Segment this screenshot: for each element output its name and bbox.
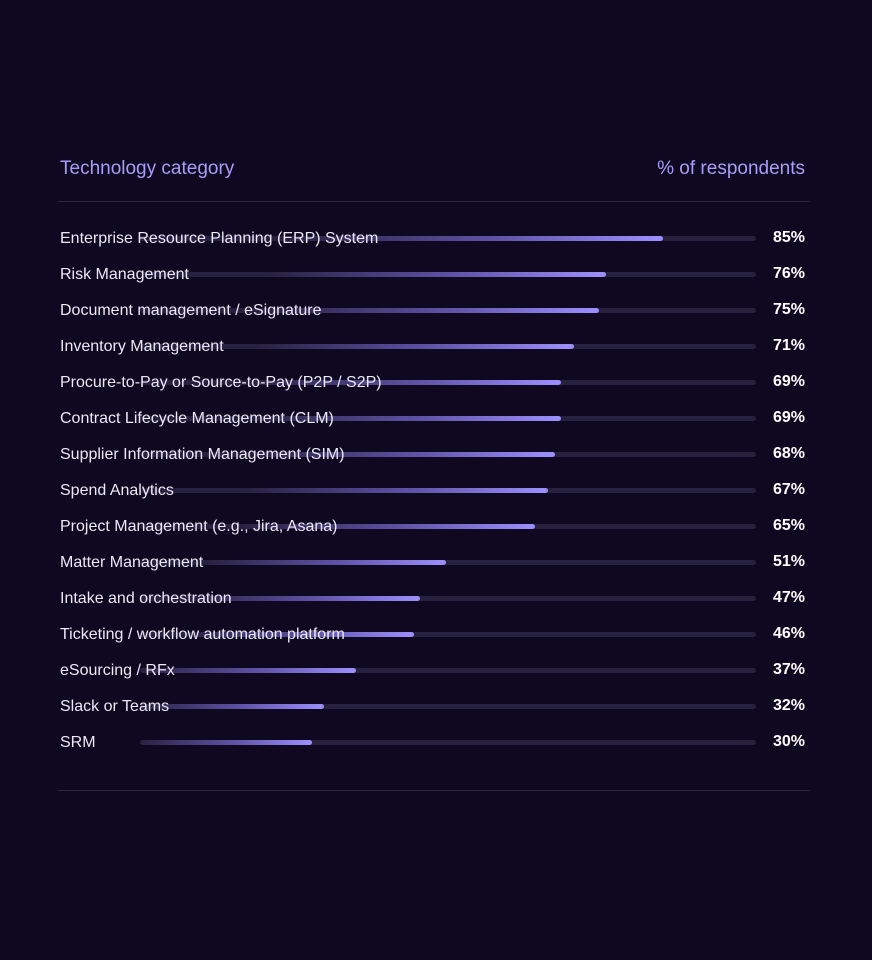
bar <box>140 740 312 745</box>
category-label: Procure-to-Pay or Source-to-Pay (P2P / S… <box>60 374 382 391</box>
bar <box>183 632 414 637</box>
value-label: 76% <box>772 265 805 282</box>
bar <box>264 308 600 313</box>
value-label: 75% <box>772 301 805 318</box>
value-label: 67% <box>772 481 805 498</box>
bar-track <box>140 596 756 601</box>
category-label: Contract Lifecycle Management (CLM) <box>60 410 334 427</box>
bar-row: Inventory Management 71% <box>60 328 812 364</box>
bar-row: Enterprise Resource Planning (ERP) Syste… <box>60 220 812 256</box>
value-label: 85% <box>772 229 805 246</box>
value-label: 71% <box>772 337 805 354</box>
bar-track <box>140 560 756 565</box>
category-label: Intake and orchestration <box>60 590 232 607</box>
bar-row: Contract Lifecycle Management (CLM) 69% <box>60 400 812 436</box>
bar-track <box>140 740 756 745</box>
bar-row: Ticketing / workflow automation platform… <box>60 616 812 652</box>
bar-row: Project Management (e.g., Jira, Asana) 65… <box>60 508 812 544</box>
category-label: Risk Management <box>60 266 189 283</box>
bar <box>140 704 325 709</box>
bar-track <box>140 668 756 673</box>
bar-row: Spend Analytics 67% <box>60 472 812 508</box>
bar <box>289 236 664 241</box>
header-divider <box>58 201 810 202</box>
category-label: Spend Analytics <box>60 482 174 499</box>
bar-track <box>140 632 756 637</box>
bar-row: Document management / eSignature 75% <box>60 292 812 328</box>
category-label: Supplier Information Management (SIM) <box>60 446 345 463</box>
category-label: Ticketing / workflow automation platform <box>60 626 345 643</box>
category-label: SRM <box>60 734 96 751</box>
bar-row: Risk Management 76% <box>60 256 812 292</box>
bar <box>206 560 446 565</box>
bar <box>255 344 574 349</box>
bar <box>245 488 549 493</box>
value-label: 37% <box>772 661 805 678</box>
bar <box>240 524 536 529</box>
bar-row: Procure-to-Pay or Source-to-Pay (P2P / S… <box>60 364 812 400</box>
value-label: 65% <box>772 517 805 534</box>
category-label: Matter Management <box>60 554 204 571</box>
bar <box>140 668 357 673</box>
footer-divider <box>58 790 810 791</box>
value-label: 68% <box>772 445 805 462</box>
category-label: eSourcing / RFx <box>60 662 175 679</box>
bar-row: Matter Management 51% <box>60 544 812 580</box>
bar-track <box>140 704 756 709</box>
bar <box>250 416 561 421</box>
bar <box>250 380 561 385</box>
bar <box>267 272 606 277</box>
category-label: Project Management (e.g., Jira, Asana) <box>60 518 338 535</box>
bar <box>190 596 421 601</box>
bar <box>247 452 555 457</box>
category-label: Slack or Teams <box>60 698 170 715</box>
value-label: 46% <box>772 625 805 642</box>
category-label: Inventory Management <box>60 338 224 355</box>
value-label: 32% <box>772 697 805 714</box>
value-label: 69% <box>772 409 805 426</box>
bar-row: SRM 30% <box>60 724 812 760</box>
value-label: 30% <box>772 733 805 750</box>
bar-row: eSourcing / RFx 37% <box>60 652 812 688</box>
bar-row: Slack or Teams 32% <box>60 688 812 724</box>
category-label: Document management / eSignature <box>60 302 322 319</box>
bar-row: Supplier Information Management (SIM) 68% <box>60 436 812 472</box>
bar-row: Intake and orchestration 47% <box>60 580 812 616</box>
category-column-header: Technology category <box>60 158 235 179</box>
value-label: 69% <box>772 373 805 390</box>
value-label: 51% <box>772 553 805 570</box>
value-label: 47% <box>772 589 805 606</box>
value-column-header: % of respondents <box>657 158 805 179</box>
category-label: Enterprise Resource Planning (ERP) Syste… <box>60 230 379 247</box>
chart: Technology category % of respondents Ent… <box>58 0 812 960</box>
